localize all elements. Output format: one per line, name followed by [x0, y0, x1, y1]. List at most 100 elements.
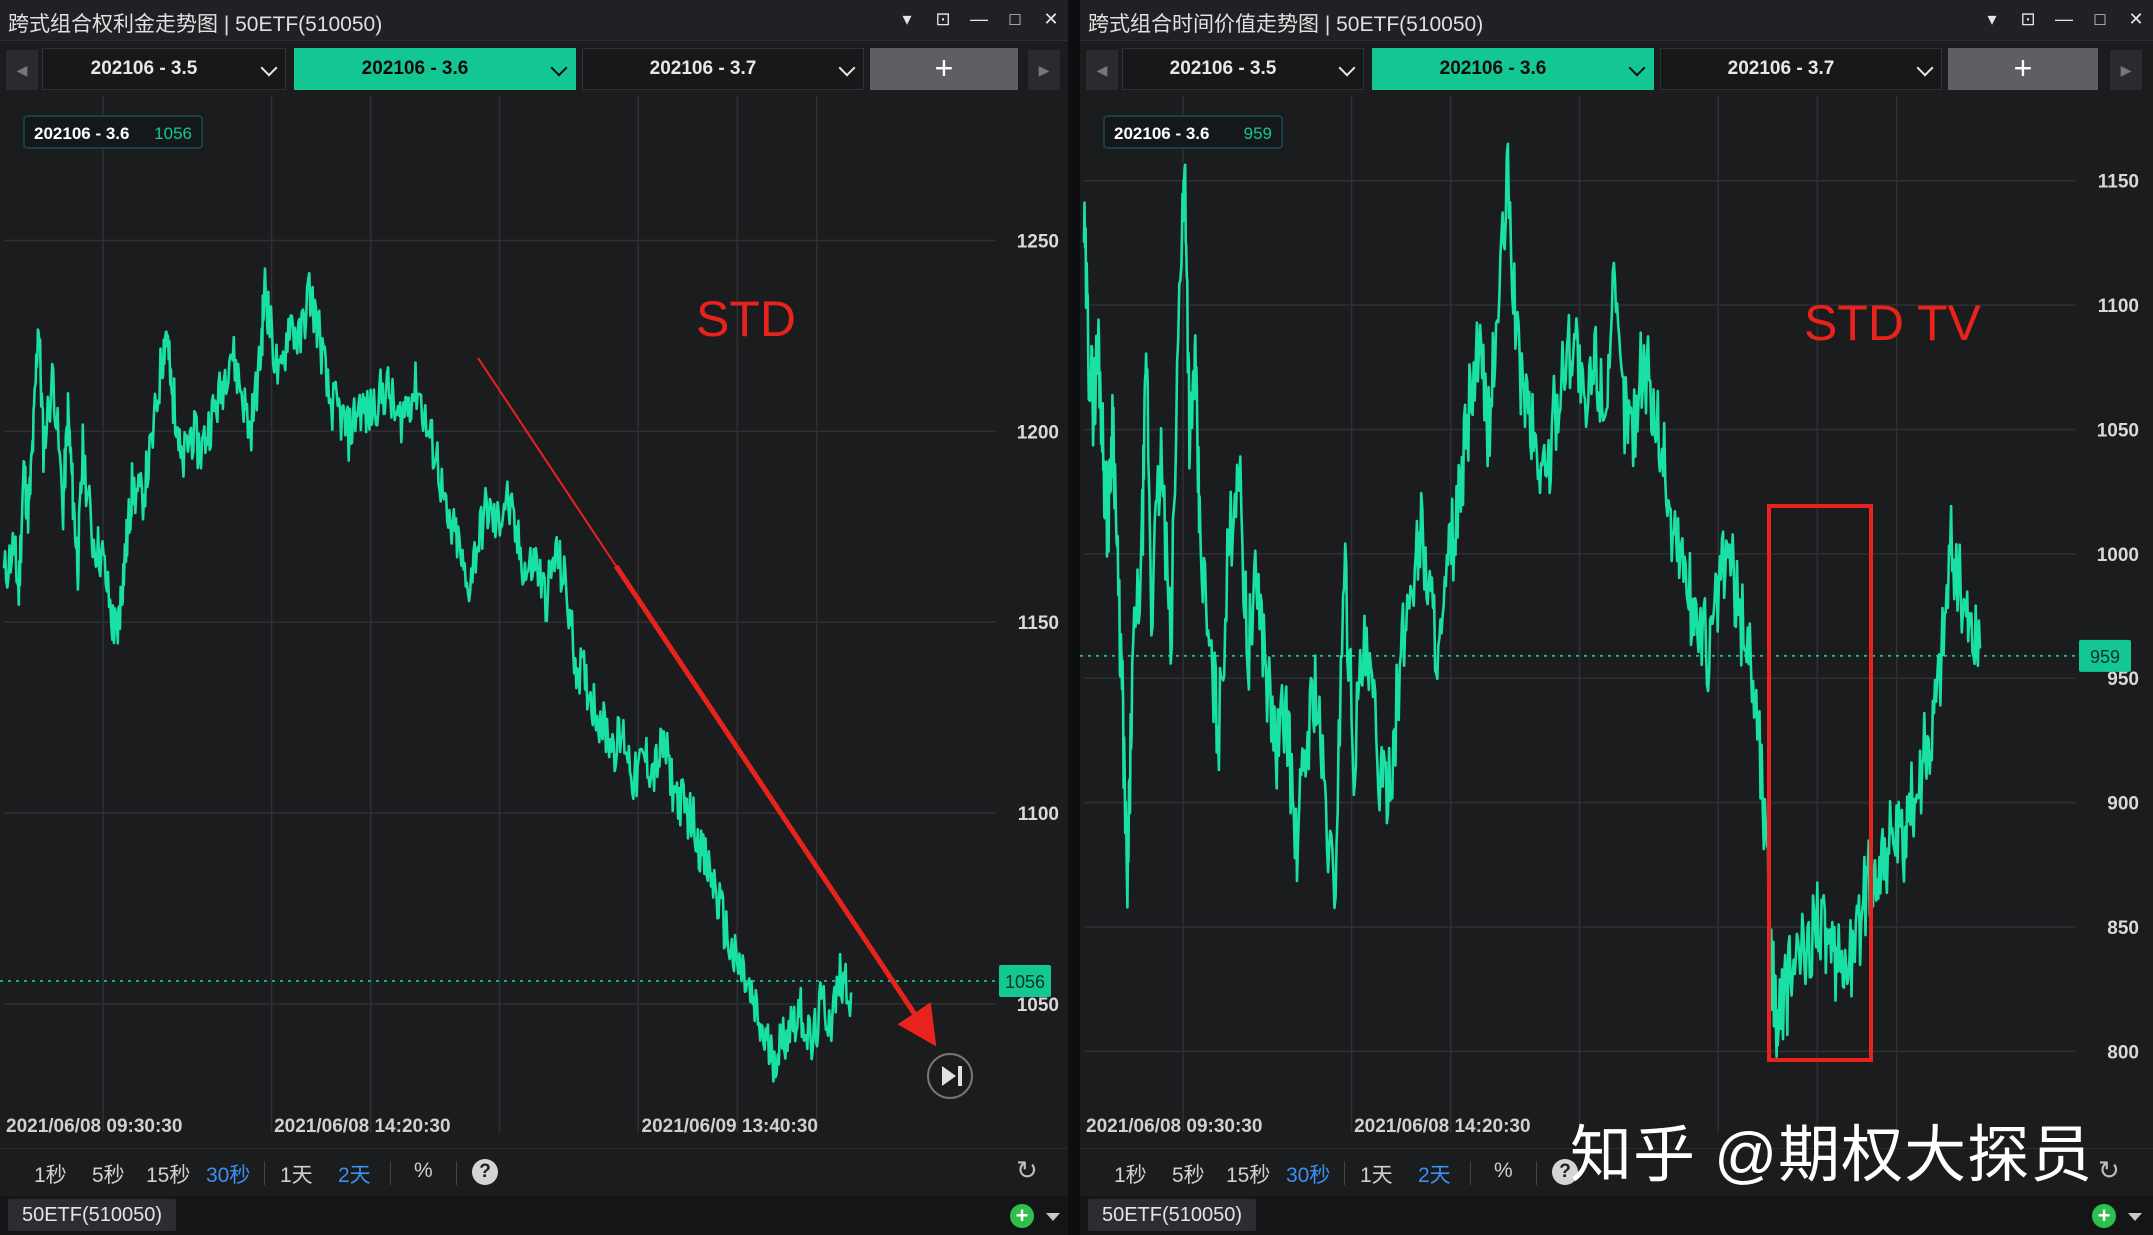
series-line — [1082, 142, 1982, 1059]
legend-value: 1056 — [154, 124, 192, 143]
pin-icon[interactable]: ⊡ — [2020, 9, 2036, 29]
chevron-down-icon[interactable] — [1338, 59, 1356, 77]
scroll-left-icon[interactable]: ◀ — [6, 50, 38, 90]
chevron-down-icon[interactable] — [260, 59, 278, 77]
add-icon[interactable]: + — [1010, 1204, 1034, 1228]
close-icon[interactable]: ✕ — [1043, 9, 1059, 29]
status-bar: 50ETF(510050) + — [0, 1196, 1068, 1235]
annotation-label: STD — [696, 291, 796, 347]
timeframe-bar: 1秒 5秒 15秒 30秒 1天 2天 % ? ↻ — [0, 1148, 1068, 1195]
scroll-left-icon[interactable]: ◀ — [1086, 50, 1118, 90]
chevron-down-icon[interactable] — [838, 59, 856, 77]
divider — [390, 1161, 391, 1185]
minimize-icon[interactable]: — — [2055, 9, 2073, 29]
tab-202106-3-6[interactable]: 202106 - 3.6 — [1372, 48, 1654, 90]
tab-label: 202106 - 3.5 — [1169, 58, 1277, 79]
timeframe-1s[interactable]: 1秒 — [34, 1164, 67, 1187]
annotation-label: STD TV — [1804, 295, 1982, 351]
add-tab-button[interactable]: + — [1948, 48, 2098, 90]
window-titlebar: 跨式组合时间价值走势图 | 50ETF(510050) ▾ ⊡ — □ ✕ — [1080, 0, 2153, 41]
tab-label: 202106 - 3.7 — [649, 58, 757, 79]
pin-icon[interactable]: ⊡ — [935, 9, 951, 29]
window-title: 跨式组合权利金走势图 | 50ETF(510050) — [8, 13, 383, 36]
tab-label: 202106 - 3.6 — [361, 58, 469, 79]
legend-series-name: 202106 - 3.6 — [1114, 124, 1209, 143]
timeframe-1s[interactable]: 1秒 — [1114, 1164, 1147, 1187]
watermark: 知乎 @期权大探员 — [1570, 1121, 2094, 1190]
dropdown-icon[interactable]: ▾ — [1987, 9, 1997, 29]
legend-series-name: 202106 - 3.6 — [34, 124, 129, 143]
window-controls: ▾ ⊡ — □ ✕ — [1981, 6, 2147, 32]
trend-arrow — [613, 564, 937, 1047]
y-tick-label: 950 — [2107, 669, 2139, 690]
series-line — [2, 267, 853, 1083]
time-value-chart-panel: 跨式组合时间价值走势图 | 50ETF(510050) ▾ ⊡ — □ ✕ ◀ … — [1080, 0, 2153, 1235]
status-bar: 50ETF(510050) + — [1080, 1196, 2153, 1235]
tab-202106-3-5[interactable]: 202106 - 3.5 — [1122, 48, 1364, 90]
symbol-label: 50ETF(510050) — [8, 1199, 177, 1231]
x-tick-label: 2021/06/08 09:30:30 — [1086, 1116, 1262, 1137]
timeframe-2d[interactable]: 2天 — [338, 1164, 371, 1187]
refresh-icon[interactable]: ↻ — [2098, 1155, 2120, 1185]
maximize-icon[interactable]: □ — [1009, 9, 1021, 29]
add-tab-button[interactable]: + — [870, 48, 1018, 90]
timeframe-1d[interactable]: 1天 — [280, 1164, 313, 1187]
scroll-right-icon[interactable]: ▶ — [2110, 50, 2142, 90]
y-tick-label: 1100 — [2098, 296, 2139, 317]
minimize-icon[interactable]: — — [970, 9, 988, 29]
divider — [1470, 1161, 1471, 1185]
y-tick-label: 1050 — [2097, 420, 2139, 441]
play-next-icon — [942, 1066, 962, 1086]
x-tick-label: 2021/06/08 09:30:30 — [6, 1116, 182, 1137]
last-value-badge — [999, 964, 1051, 997]
x-tick-label: 2021/06/08 14:20:30 — [274, 1116, 450, 1137]
y-tick-label: 1200 — [1017, 422, 1059, 443]
window-titlebar: 跨式组合权利金走势图 | 50ETF(510050) ▾ ⊡ — □ ✕ — [0, 0, 1068, 41]
tab-label: 202106 - 3.7 — [1727, 58, 1835, 79]
scroll-right-icon[interactable]: ▶ — [1028, 50, 1060, 90]
divider — [456, 1161, 457, 1185]
tab-202106-3-7[interactable]: 202106 - 3.7 — [1660, 48, 1942, 90]
timeframe-15s[interactable]: 15秒 — [1226, 1164, 1271, 1187]
divider — [1344, 1161, 1345, 1185]
refresh-icon[interactable]: ↻ — [1016, 1155, 1038, 1185]
caret-down-icon[interactable] — [2128, 1213, 2142, 1221]
symbol-label: 50ETF(510050) — [1088, 1199, 1257, 1231]
tab-202106-3-6[interactable]: 202106 - 3.6 — [294, 48, 576, 90]
chevron-down-icon[interactable] — [1916, 59, 1934, 77]
chevron-down-icon[interactable] — [550, 59, 568, 77]
premium-chart-panel: 跨式组合权利金走势图 | 50ETF(510050) ▾ ⊡ — □ ✕ ◀ 2… — [0, 0, 1068, 1235]
last-value-badge — [2079, 639, 2131, 672]
close-icon[interactable]: ✕ — [2128, 9, 2144, 29]
last-value-label: 959 — [2090, 647, 2120, 667]
timeframe-5s[interactable]: 5秒 — [92, 1164, 125, 1187]
help-icon[interactable]: ? — [472, 1159, 498, 1185]
x-tick-label: 2021/06/09 13:40:30 — [642, 1116, 818, 1137]
tab-label: 202106 - 3.6 — [1439, 58, 1547, 79]
window-controls: ▾ ⊡ — □ ✕ — [896, 6, 1062, 32]
x-tick-label: 2021/06/08 14:20:30 — [1354, 1116, 1530, 1137]
maximize-icon[interactable]: □ — [2094, 9, 2106, 29]
add-icon[interactable]: + — [2092, 1204, 2116, 1228]
help-icon[interactable]: ? — [1552, 1159, 1578, 1185]
tab-label: 202106 - 3.5 — [90, 58, 198, 79]
panel-divider[interactable] — [1068, 0, 1080, 1235]
tab-202106-3-5[interactable]: 202106 - 3.5 — [42, 48, 286, 90]
timeframe-5s[interactable]: 5秒 — [1172, 1164, 1205, 1187]
y-tick-label: 1150 — [2098, 172, 2139, 193]
tab-202106-3-7[interactable]: 202106 - 3.7 — [582, 48, 864, 90]
chevron-down-icon[interactable] — [1628, 59, 1646, 77]
timeframe-30s[interactable]: 30秒 — [1286, 1164, 1331, 1187]
timeframe-2d[interactable]: 2天 — [1418, 1164, 1451, 1187]
trend-line-thin — [477, 357, 617, 567]
time-value-line-chart: 800 850 900 950 1000 1050 1100 1150 2021/06/08 0… — [1080, 96, 2153, 1146]
contract-tabbar: ◀ 202106 - 3.5 202106 - 3.6 202106 - 3.7… — [1080, 44, 2153, 92]
caret-down-icon[interactable] — [1046, 1213, 1060, 1221]
percent-toggle[interactable]: % — [414, 1159, 433, 1182]
timeframe-15s[interactable]: 15秒 — [146, 1164, 191, 1187]
dropdown-icon[interactable]: ▾ — [902, 9, 912, 29]
timeframe-1d[interactable]: 1天 — [1360, 1164, 1393, 1187]
y-tick-label: 850 — [2107, 918, 2139, 939]
percent-toggle[interactable]: % — [1494, 1159, 1513, 1182]
timeframe-30s[interactable]: 30秒 — [206, 1164, 251, 1187]
